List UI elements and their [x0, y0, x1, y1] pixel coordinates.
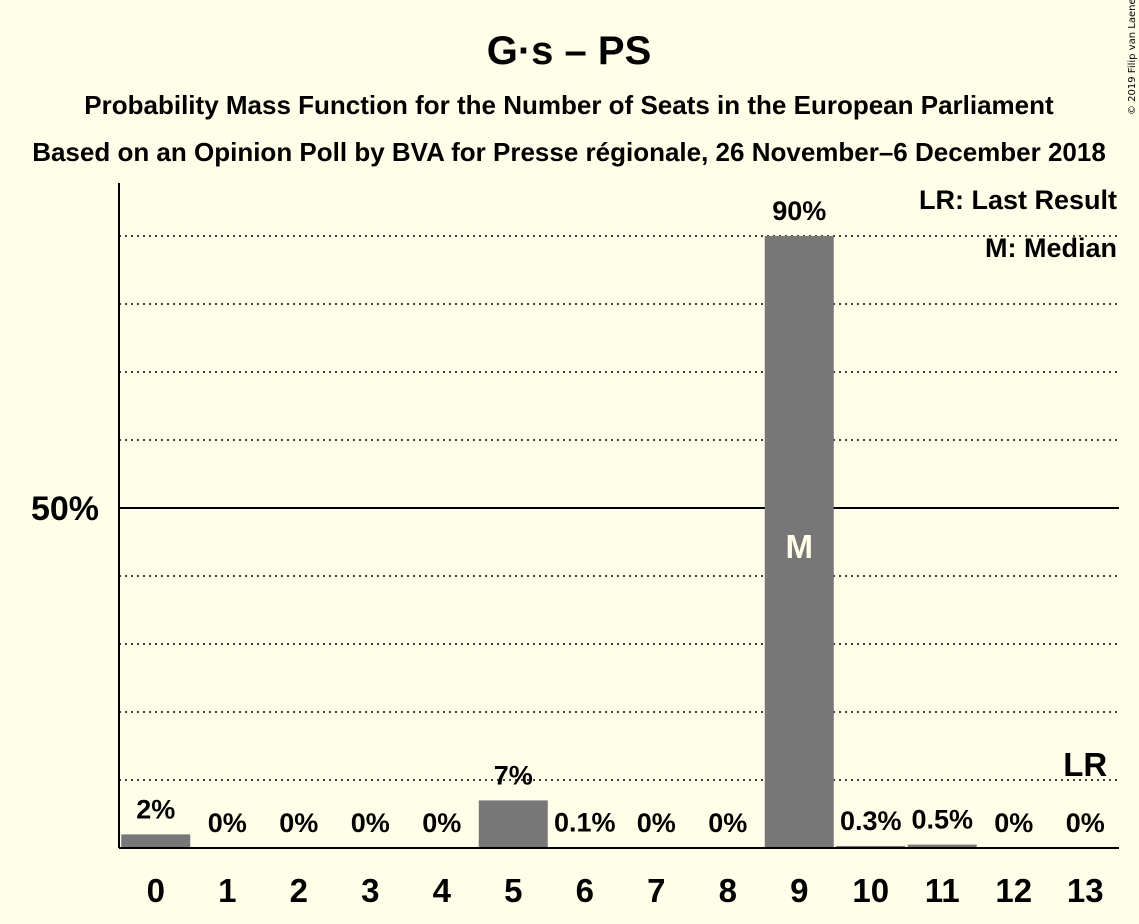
x-tick-label: 3: [361, 872, 379, 909]
value-label: 0%: [1066, 808, 1105, 838]
value-label: 0%: [279, 808, 318, 838]
x-tick-label: 13: [1067, 872, 1104, 909]
chart-subtitle-2: Based on an Opinion Poll by BVA for Pres…: [32, 137, 1106, 167]
last-result-marker: LR: [1063, 746, 1107, 783]
x-tick-label: 11: [925, 872, 960, 909]
gridlines: [119, 235, 1119, 781]
bar: [764, 236, 834, 848]
bars: [121, 236, 977, 849]
legend-median: M: Median: [985, 233, 1117, 263]
x-tick-label: 10: [852, 872, 889, 909]
value-labels: 2% 0% 0% 0% 0% 7% 0.1% 0% 0% 90% 0.3% 0.5% 0% 0% M LR: [136, 196, 1107, 838]
value-label: 0.5%: [911, 805, 973, 835]
value-label: 90%: [772, 196, 826, 226]
bar: [907, 844, 977, 848]
x-tick-label: 5: [504, 872, 522, 909]
bar: [478, 800, 548, 848]
median-marker: M: [786, 528, 814, 565]
value-label: 0%: [422, 808, 461, 838]
x-tick-label: 9: [790, 872, 808, 909]
x-tick-label: 6: [576, 872, 594, 909]
value-label: 0.1%: [554, 807, 616, 837]
x-tick-labels: 0 1 2 3 4 5 6 7 8 9 10 11 12 13: [147, 872, 1104, 909]
x-tick-label: 4: [433, 872, 452, 909]
x-tick-label: 8: [719, 872, 737, 909]
value-label: 0%: [637, 808, 676, 838]
x-tick-label: 1: [218, 872, 236, 909]
chart-title: G·s – PS: [487, 29, 652, 73]
value-label: 0%: [208, 808, 247, 838]
value-label: 0%: [708, 808, 747, 838]
value-label: 2%: [136, 794, 175, 824]
y-tick-label-50: 50%: [31, 490, 99, 528]
legend-last-result: LR: Last Result: [919, 185, 1117, 215]
bar: [836, 845, 906, 848]
x-tick-label: 7: [647, 872, 665, 909]
x-tick-label: 0: [147, 872, 165, 909]
x-tick-label: 12: [995, 872, 1032, 909]
chart-subtitle: Probability Mass Function for the Number…: [84, 90, 1054, 120]
bar: [121, 834, 191, 848]
value-label: 0.3%: [840, 806, 902, 836]
value-label: 0%: [994, 808, 1033, 838]
value-label: 7%: [494, 760, 533, 790]
value-label: 0%: [351, 808, 390, 838]
x-tick-label: 2: [290, 872, 308, 909]
copyright-note: © 2019 Filip van Laenen: [1127, 0, 1138, 115]
